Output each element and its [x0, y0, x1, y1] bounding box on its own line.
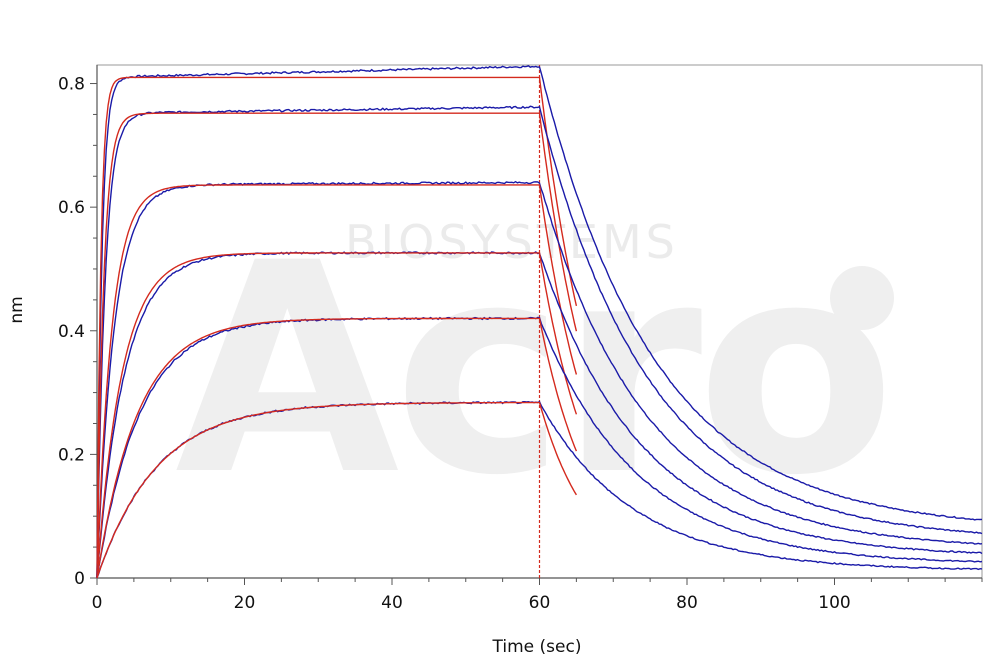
- fit-curve-2: [96, 112, 578, 579]
- fit-curve-1: [96, 76, 578, 579]
- watermark-brand: Acro: [175, 202, 890, 539]
- y-tick-label: 0.8: [58, 75, 85, 95]
- y-tick-label: 0.4: [58, 322, 85, 342]
- series-layer: [96, 65, 983, 579]
- x-tick-label: 100: [818, 593, 850, 613]
- measured-trace-5: [96, 316, 983, 578]
- watermark-dot-icon: [830, 266, 894, 330]
- x-axis-title: Time (sec): [492, 637, 582, 657]
- fit-curve-4: [96, 252, 578, 579]
- y-tick-label: 0.2: [58, 445, 85, 465]
- y-axis-title: nm: [7, 296, 27, 323]
- x-tick-label: 60: [529, 593, 551, 613]
- measured-trace-3: [96, 180, 983, 579]
- measured-trace-2: [96, 105, 983, 579]
- measured-trace-1: [96, 65, 983, 579]
- x-tick-label: 80: [676, 593, 698, 613]
- fit-curve-6: [96, 401, 577, 579]
- watermark-subtitle: BIOSYSTEMS: [345, 215, 679, 269]
- x-tick-label: 40: [381, 593, 403, 613]
- x-tick-label: 20: [234, 593, 256, 613]
- y-tick-label: 0.6: [58, 198, 85, 218]
- fit-curve-3: [96, 184, 578, 579]
- watermark: BIOSYSTEMS Acro: [175, 202, 896, 539]
- y-axis-ticks: 0 0.2 0.4 0.6 0.8: [58, 75, 97, 589]
- y-tick-label: 0: [74, 569, 85, 589]
- fit-curve-5: [96, 317, 578, 579]
- x-tick-label: 0: [92, 593, 103, 613]
- x-axis-ticks: 0 20 40 60 80 100: [92, 578, 983, 613]
